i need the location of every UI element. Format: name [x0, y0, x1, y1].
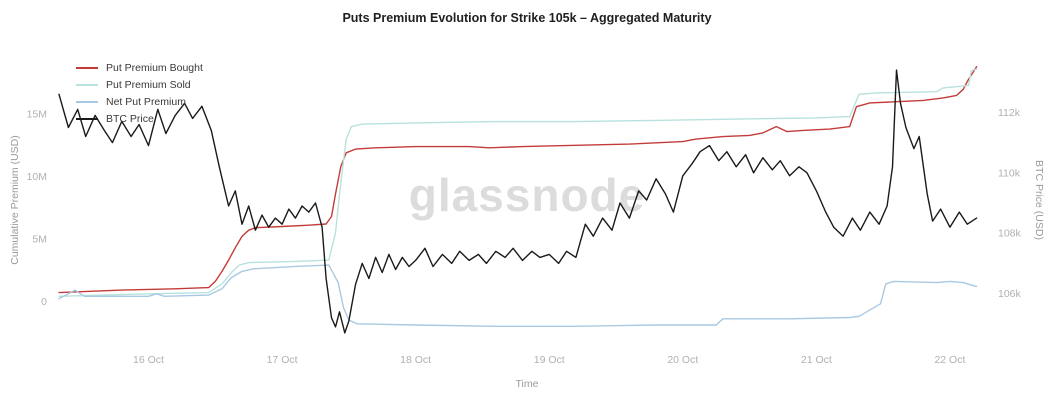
x-tick-label: 22 Oct [934, 354, 965, 366]
legend-label: Net Put Premium [106, 96, 186, 108]
y-axis-label-left: Cumulative Premium (USD) [9, 135, 21, 265]
y-right-tick-label: 108k [998, 228, 1022, 240]
y-right-tick-label: 110k [998, 167, 1021, 179]
series-line-put-premium-sold [58, 68, 978, 297]
y-left-tick-label: 5M [32, 233, 47, 245]
y-left-tick-label: 10M [27, 171, 47, 183]
legend-label: BTC Price [106, 113, 154, 125]
series-line-btc-price [58, 69, 978, 334]
x-tick-label: 18 Oct [400, 354, 431, 366]
legend-item-btc-price[interactable]: BTC Price [76, 113, 203, 125]
y-right-tick-label: 112k [998, 107, 1021, 119]
legend-label: Put Premium Bought [106, 62, 203, 74]
y-left-tick-label: 15M [27, 109, 47, 121]
series-line-put-premium-bought [58, 65, 978, 294]
legend-label: Put Premium Sold [106, 79, 191, 91]
chart-title: Puts Premium Evolution for Strike 105k –… [342, 11, 712, 25]
x-tick-label: 16 Oct [133, 354, 164, 366]
x-tick-label: 17 Oct [267, 354, 298, 366]
x-tick-label: 19 Oct [534, 354, 565, 366]
y-axis-label-right: BTC Price (USD) [1033, 160, 1045, 240]
series-line-net-put-premium [58, 264, 978, 327]
legend-line-swatch [76, 118, 98, 120]
legend-item-put-premium-sold[interactable]: Put Premium Sold [76, 79, 203, 91]
x-tick-label: 21 Oct [801, 354, 832, 366]
legend-line-swatch [76, 67, 98, 69]
x-axis-label: Time [515, 378, 539, 390]
legend-item-put-premium-bought[interactable]: Put Premium Bought [76, 62, 203, 74]
legend: Put Premium Bought Put Premium Sold Net Pu… [76, 62, 203, 130]
legend-line-swatch [76, 84, 98, 86]
x-tick-label: 20 Oct [667, 354, 698, 366]
legend-line-swatch [76, 101, 98, 103]
legend-item-net-put-premium[interactable]: Net Put Premium [76, 96, 203, 108]
y-left-tick-label: 0 [41, 296, 47, 308]
y-right-tick-label: 106k [998, 288, 1022, 300]
